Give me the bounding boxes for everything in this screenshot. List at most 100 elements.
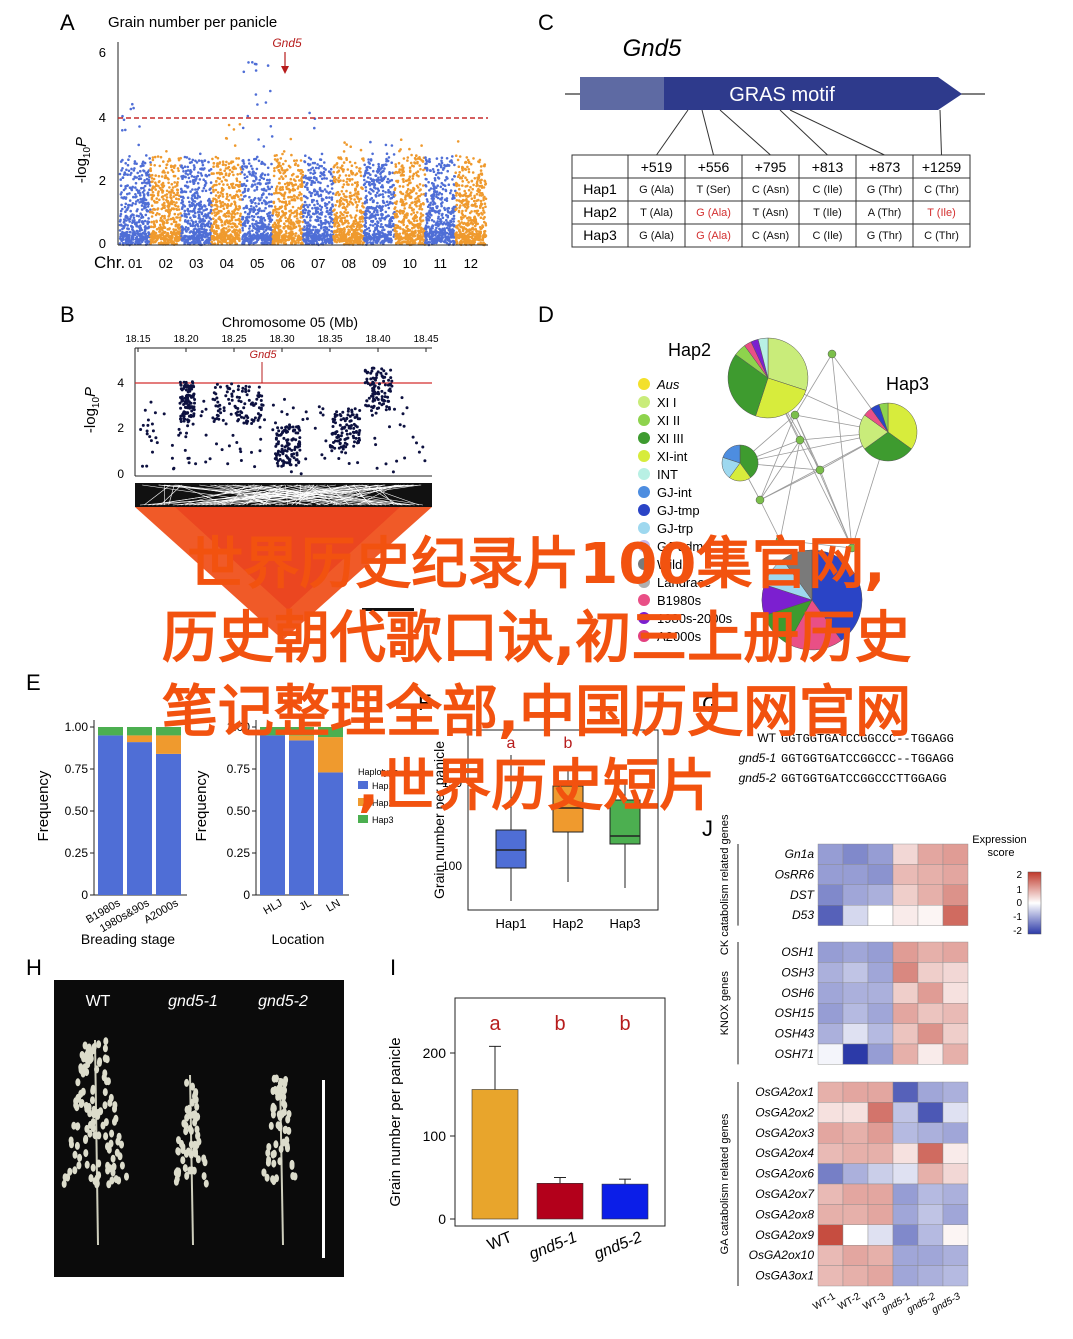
snp-point (325, 206, 329, 210)
snp-point (154, 236, 157, 240)
snp-point (251, 222, 254, 226)
snp-point (192, 181, 196, 185)
snp-point (190, 160, 193, 164)
snp-point (172, 228, 175, 231)
snp-point (200, 159, 203, 163)
snp-point (308, 225, 312, 228)
snp-point (425, 221, 429, 225)
snp-point (213, 211, 216, 214)
snp-point (340, 190, 344, 193)
snp-point (477, 187, 480, 191)
snp-point (312, 240, 316, 243)
snp-point (232, 128, 236, 131)
snp-point (299, 159, 303, 162)
snp-point (264, 206, 267, 210)
snp-point (435, 164, 439, 168)
snp-point (343, 216, 347, 219)
snp-point (319, 174, 322, 178)
snp-point (225, 137, 229, 140)
snp-point (229, 219, 232, 223)
snp-point (316, 163, 319, 166)
snp-point (321, 239, 324, 242)
snp-point (302, 205, 306, 208)
snp-point (354, 200, 358, 204)
snp-point (220, 220, 223, 224)
snp-point (291, 227, 294, 230)
snp-point (229, 233, 232, 236)
snp-point (278, 177, 281, 180)
panel-label-a: A (60, 10, 75, 35)
snp-point (128, 192, 131, 195)
snp-point (392, 153, 396, 156)
snp-point (122, 173, 126, 176)
snp-point (153, 234, 156, 238)
snp-point (121, 129, 124, 132)
snp-point (178, 223, 181, 227)
snp-point (364, 221, 368, 225)
snp-point (369, 158, 373, 161)
snp-point (245, 165, 249, 168)
snp-point (394, 165, 398, 168)
snp-point (347, 228, 351, 232)
snp-point (254, 69, 258, 72)
snp-point (206, 222, 210, 225)
snp-point (162, 223, 165, 226)
manhattan-plot (118, 61, 488, 247)
snp-point (255, 188, 259, 191)
snp-point (134, 181, 138, 185)
snp-point (315, 199, 319, 203)
snp-point (132, 216, 136, 220)
snp-point (151, 211, 155, 215)
snp-point (474, 217, 477, 220)
snp-point (375, 232, 379, 236)
snp-point (214, 180, 218, 183)
snp-point (181, 226, 184, 229)
snp-point (191, 188, 194, 191)
snp-point (133, 175, 137, 179)
snp-point (388, 230, 392, 234)
snp-point (336, 238, 339, 242)
snp-point (409, 195, 413, 199)
snp-point (470, 197, 474, 200)
snp-point (269, 89, 272, 93)
snp-point (152, 230, 155, 233)
snp-point (252, 218, 255, 222)
snp-point (350, 228, 353, 231)
snp-point (218, 182, 221, 186)
snp-point (289, 177, 293, 181)
snp-point (415, 204, 418, 208)
snp-point (187, 237, 190, 241)
snp-point (278, 199, 282, 203)
snp-point (435, 237, 438, 241)
snp-point (219, 205, 222, 209)
snp-point (187, 210, 191, 213)
snp-point (402, 209, 405, 213)
snp-point (256, 221, 260, 225)
snp-point (180, 228, 184, 232)
snp-point (344, 195, 348, 199)
snp-point (325, 226, 329, 229)
snp-point (314, 233, 318, 237)
snp-point (292, 198, 295, 202)
snp-point (339, 236, 343, 240)
snp-point (212, 197, 215, 200)
snp-point (310, 191, 314, 195)
snp-point (398, 210, 401, 214)
snp-point (273, 169, 276, 173)
snp-point (467, 160, 471, 164)
snp-point (214, 219, 218, 222)
snp-point (464, 227, 467, 231)
snp-point (317, 166, 320, 170)
snp-point (338, 174, 342, 177)
snp-point (405, 229, 409, 233)
snp-point (411, 239, 415, 242)
snp-point (129, 173, 132, 177)
snp-point (164, 235, 168, 238)
snp-point (147, 178, 151, 182)
snp-point (432, 201, 436, 204)
snp-point (218, 199, 222, 203)
snp-point (179, 195, 183, 199)
snp-point (154, 188, 157, 191)
snp-point (281, 188, 285, 191)
snp-point (369, 223, 372, 227)
